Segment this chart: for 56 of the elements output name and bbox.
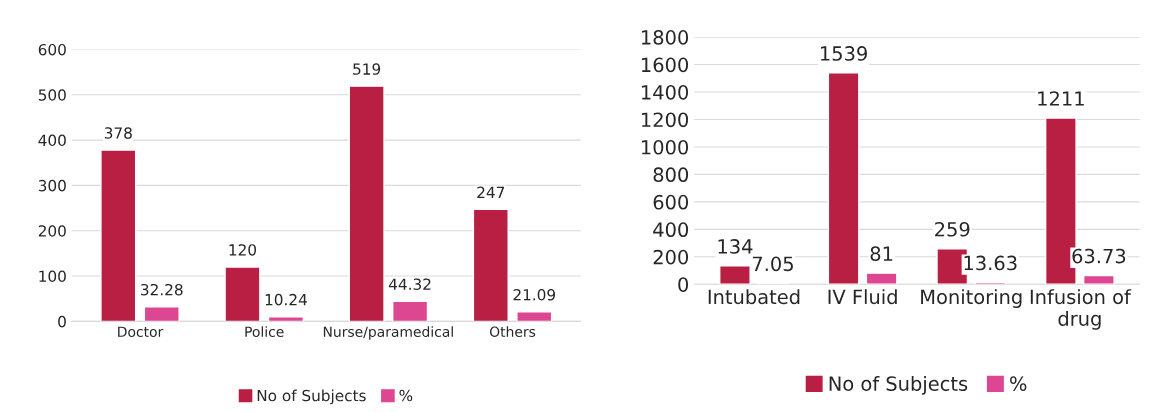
x-tick-label: Nurse/paramedical (323, 326, 453, 340)
data-label: 247 (477, 186, 505, 198)
data-label: 134 (718, 239, 753, 254)
x-tick-label: Infusion of drug (1030, 289, 1132, 330)
x-tick-label: Monitoring (921, 289, 1022, 308)
bar (1082, 274, 1115, 285)
y-tick-label: 500 (38, 89, 66, 101)
y-tick-label: 600 (38, 43, 66, 56)
bar (267, 316, 304, 322)
x-tick-label: Others (489, 326, 536, 337)
y-tick-label: 0 (678, 277, 689, 292)
x-tick-label: Police (245, 326, 284, 337)
x-tick-label: IV Fluid (828, 289, 897, 305)
data-label: 10.24 (265, 293, 307, 306)
data-label: 21.09 (513, 288, 556, 301)
bar (827, 72, 860, 285)
y-tick-label: 1000 (641, 139, 689, 155)
legend-label: No of Subjects (257, 389, 366, 405)
y-tick-label: 600 (653, 194, 689, 210)
data-label: 81 (870, 246, 893, 262)
bar (224, 266, 261, 322)
bar (348, 85, 385, 322)
bar (865, 272, 898, 285)
bar (392, 300, 429, 322)
data-label: 378 (104, 127, 132, 139)
data-label: 519 (353, 63, 381, 75)
data-label: 1211 (1038, 91, 1084, 106)
y-tick-label: 1800 (641, 30, 689, 45)
y-tick-label: 0 (58, 315, 66, 328)
bar (100, 149, 137, 322)
data-label: 259 (935, 221, 970, 237)
data-label: 44.32 (388, 278, 431, 290)
x-tick-label: Intubated (708, 289, 800, 305)
y-tick-label: 800 (653, 167, 689, 183)
y-tick-label: 1400 (641, 84, 689, 100)
legend-label: No of Subjects (829, 375, 968, 395)
y-tick-label: 100 (39, 270, 66, 283)
bar (143, 306, 180, 322)
data-label: 7.05 (752, 256, 793, 272)
legend-label: % (1010, 376, 1027, 391)
legend-label: % (399, 389, 413, 402)
y-tick-label: 1200 (641, 112, 689, 128)
y-tick-label: 200 (653, 249, 689, 265)
y-tick-label: 200 (38, 225, 66, 237)
y-tick-label: 1600 (641, 57, 689, 73)
data-label: 13.63 (964, 255, 1017, 271)
y-tick-label: 400 (653, 222, 689, 238)
y-tick-label: 400 (38, 134, 66, 147)
data-label: 63.73 (1072, 248, 1126, 264)
x-tick-label: Doctor (118, 326, 164, 337)
data-label: 1539 (820, 46, 867, 61)
y-tick-label: 300 (38, 179, 66, 192)
bar (516, 311, 553, 322)
data-label: 120 (229, 244, 257, 256)
bar (472, 208, 509, 322)
data-label: 32.28 (141, 283, 183, 296)
